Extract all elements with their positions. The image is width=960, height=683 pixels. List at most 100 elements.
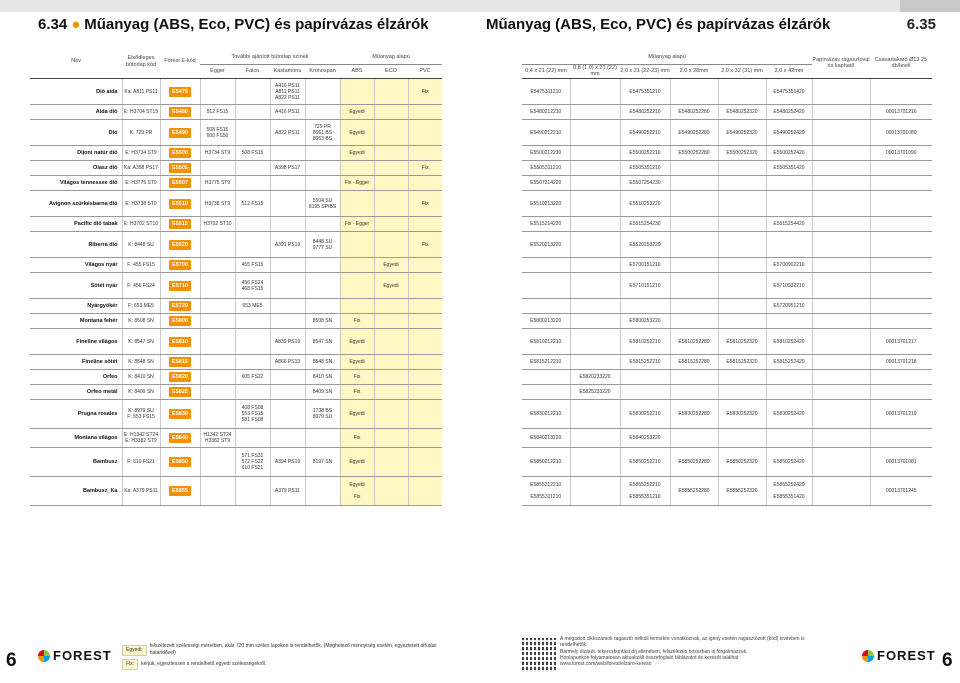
header-forest: Forest E-kód — [164, 58, 196, 65]
cell-code: E5510 — [159, 190, 200, 217]
cell-pvc — [407, 145, 442, 161]
cell-csav — [869, 257, 932, 273]
cell-egger — [199, 79, 235, 105]
cell-pvc: Fix — [407, 79, 442, 105]
cell-name: Riberra dió — [30, 231, 122, 258]
cell-eco — [373, 399, 408, 429]
cell-c5: E5815252320 — [717, 354, 766, 370]
qr-code[interactable] — [522, 638, 556, 672]
cell-eco — [373, 231, 408, 258]
legend: Egyedi: felszélezett szélességi méretben,… — [122, 643, 462, 672]
cell-eco — [373, 428, 408, 448]
cell-c1: E5800213220 — [522, 313, 570, 329]
cell-c2 — [569, 272, 620, 299]
forest-code-badge: E5820 — [169, 372, 191, 382]
forest-code-badge: E5480 — [169, 107, 191, 117]
cell-c2: E5825233220 — [569, 384, 620, 400]
cell-c6: E5505351420 — [765, 160, 812, 176]
cell-c3: E5815252210 — [619, 354, 670, 370]
legend-egyedi-text: felszélezett szélességi méretben, akár 7… — [149, 643, 437, 656]
cell-krono: 729 PR 8061 BS 8953 BS — [304, 119, 340, 146]
cell-pap — [811, 328, 870, 355]
cell-pap — [811, 104, 870, 120]
product-row-right: E5500212210 E5500252210 E5500252280 E550025… — [522, 145, 932, 161]
cell-csav — [869, 384, 932, 400]
cell-csav — [869, 298, 932, 314]
cell-eco: Egyedi — [373, 272, 408, 299]
cell-name: Dijoni natúr dió — [30, 145, 122, 161]
cell-c1 — [522, 257, 570, 273]
product-row-right: E5480212210 E5480252210 E5480252280 E548025… — [522, 104, 932, 120]
cell-csav — [869, 313, 932, 329]
title-text-right: Műanyag (ABS, Eco, PVC) és papírvázas él… — [486, 16, 831, 33]
cell-c3: E5475351210 — [619, 79, 670, 105]
cell-abs — [339, 257, 374, 273]
cell-c4 — [669, 298, 718, 314]
cell-c1: E5830212210 — [522, 399, 570, 429]
cell-kasta: A822 PS11 — [269, 119, 305, 146]
cell-pvc — [407, 384, 442, 400]
cell-krono — [304, 160, 340, 176]
cell-code: E5515 — [159, 216, 200, 232]
cell-egger: H3702 ST10 — [199, 216, 235, 232]
header-muanyag: Műanyag alapú — [372, 53, 410, 60]
cell-pap — [811, 145, 870, 161]
header-c4: 2,0 x 28mm — [679, 67, 709, 74]
cell-primary: E: H3704 ST15 — [121, 104, 160, 120]
legend-egyedi: Egyedi: felszélezett szélességi méretben,… — [122, 643, 462, 657]
cell-c5 — [717, 257, 766, 273]
cell-c5 — [717, 313, 766, 329]
cell-egger — [199, 384, 235, 400]
header-falco: Falco — [245, 67, 260, 74]
cell-c5 — [717, 428, 766, 448]
product-row-left: Prugna rosales K: 8979 SU F: 553 FS15 E583… — [30, 399, 442, 429]
cell-c6: E5850252420 — [765, 447, 812, 477]
cell-egger: 508 FS15 600 FS50 — [199, 119, 235, 146]
cell-code: E5480 — [159, 104, 200, 120]
cell-csav — [869, 428, 932, 448]
product-row-left: Avignon szürkésbarna dió E: H3738 ST9 E551… — [30, 190, 442, 217]
product-row-left: Dijoni natúr dió E: H3734 ST9 E5500 H3734 S… — [30, 145, 442, 161]
cell-abs: Egyedi — [339, 447, 374, 477]
product-row-right: E5840213220 E5840253220 — [522, 428, 932, 448]
forest-code-badge: E5855 — [169, 486, 191, 496]
cell-abs: Egyedi — [339, 399, 374, 429]
cell-c1: E5855212210 E5855311210 — [522, 476, 570, 506]
cell-eco — [373, 190, 408, 217]
product-row-right: E5810212210 E5810252210 E5810252280 E581025… — [522, 328, 932, 355]
cell-krono: 1738 BS 8979 SU — [304, 399, 340, 429]
product-row-right: E5830212210 E5830252210 E5830252280 E583025… — [522, 399, 932, 429]
header-kronospan: Kronospan — [309, 67, 336, 74]
cell-krono: 8547 SN — [304, 328, 340, 355]
footer-notice-link[interactable]: www.forest.com/web/forest/elzaro-kereso — [560, 661, 652, 668]
cell-c6 — [765, 175, 812, 191]
forest-logo-text-right: FOREST — [877, 648, 936, 663]
cell-c4: E5480252280 — [669, 104, 718, 120]
product-row-right: E5515214220 E5515254230 E5515254420 — [522, 216, 932, 232]
forest-code-badge: E5700 — [169, 260, 191, 270]
cell-primary: E: H3734 ST9 — [121, 145, 160, 161]
forest-code-badge: E5510 — [169, 198, 191, 209]
cell-pap — [811, 160, 870, 176]
cell-kasta: A416 PS11 — [269, 104, 305, 120]
cell-c1: E5515214220 — [522, 216, 570, 232]
cell-pap — [811, 447, 870, 477]
cell-c5: E5480252320 — [717, 104, 766, 120]
cell-primary: F: 456 FS24 — [121, 272, 160, 299]
top-bar — [0, 0, 960, 12]
product-row-right: E5720951210 — [522, 298, 932, 314]
product-row-right: E5507214220 E5507254230 — [522, 175, 932, 191]
cell-c3: E5800253220 — [619, 313, 670, 329]
cell-pap — [811, 384, 870, 400]
cell-c4 — [669, 79, 718, 105]
cell-krono: 8548 SN — [304, 354, 340, 370]
cell-egger — [199, 476, 235, 506]
cell-c5 — [717, 272, 766, 299]
legend-fix-label: Fix: — [122, 659, 139, 670]
cell-name: Világos tennessee dió — [30, 175, 122, 191]
cell-code: E5500 — [159, 145, 200, 161]
legend-fix-text: kérjük, egyeztessen a rendelhető egyedi … — [141, 661, 267, 667]
page-number-left: 6 — [6, 650, 17, 671]
forest-code-badge: E5500 — [169, 148, 191, 158]
cell-primary: K: 8548 SN — [121, 354, 160, 370]
